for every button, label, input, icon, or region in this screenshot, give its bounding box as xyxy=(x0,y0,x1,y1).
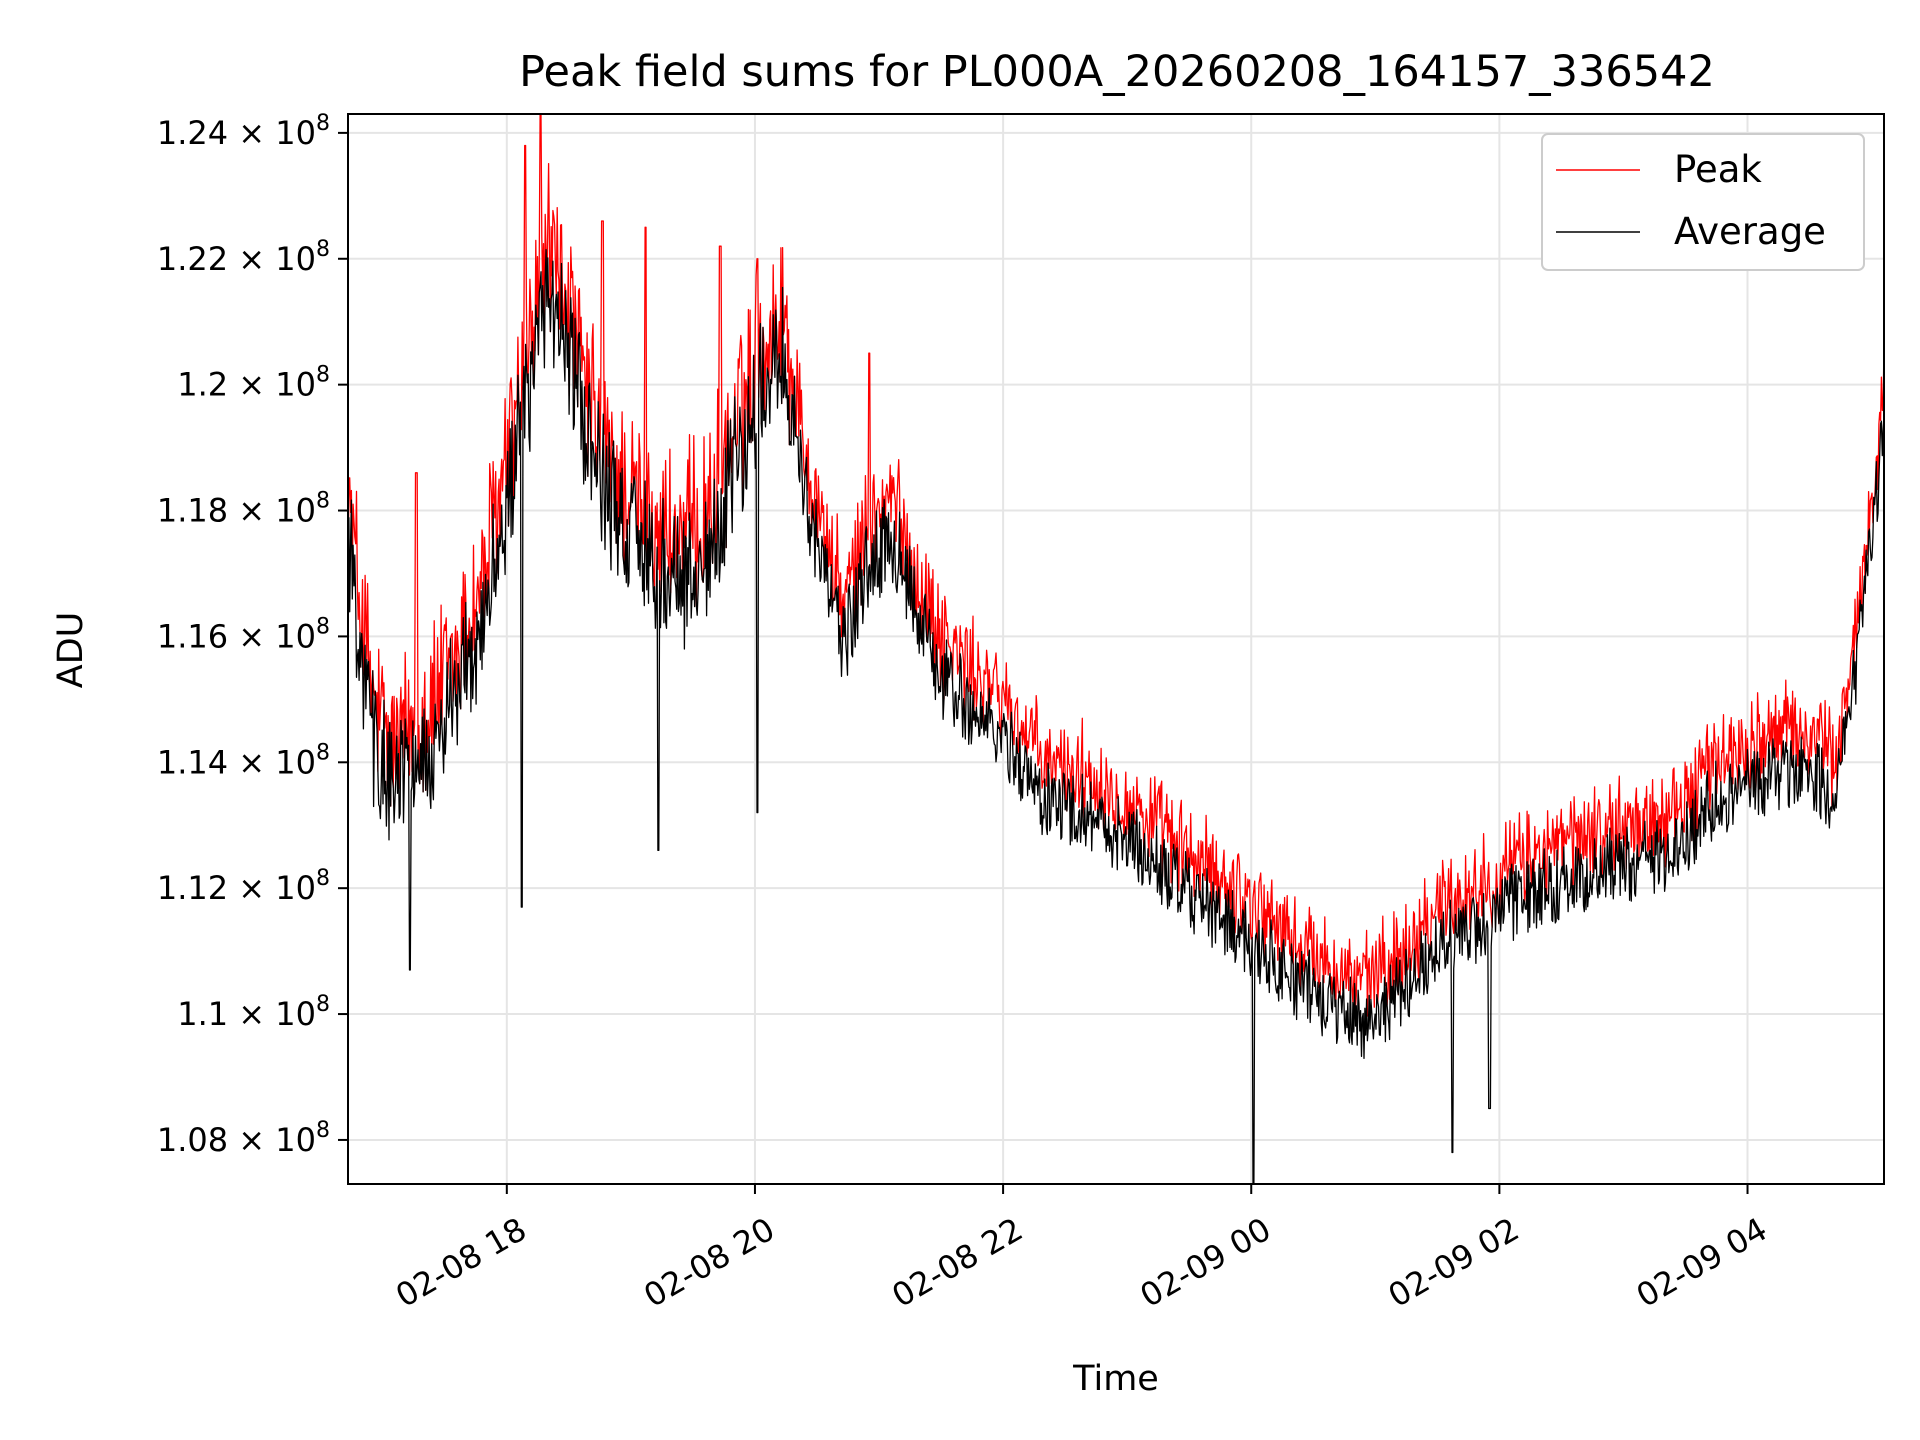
legend-average-label: Average xyxy=(1674,210,1826,253)
chart-title: Peak field sums for PL000A_20260208_1641… xyxy=(519,47,1715,97)
y-tick-label: 1.18 × 108 xyxy=(157,489,330,530)
plot-frame xyxy=(347,113,1885,1185)
plot-area xyxy=(348,114,1884,1184)
series-layer xyxy=(348,114,1884,1184)
y-tick-label: 1.24 × 108 xyxy=(157,111,330,152)
series-peak-line xyxy=(348,114,1884,1017)
y-axis: 1.08 × 108 1.1 × 108 1.12 × 108 1.14 × 108 1… xyxy=(157,111,348,1159)
x-axis-label: Time xyxy=(1072,1359,1159,1399)
series-average-line xyxy=(348,249,1884,1184)
y-tick-label: 1.2 × 108 xyxy=(177,363,330,404)
y-tick-label: 1.14 × 108 xyxy=(157,740,330,781)
legend: Peak Average xyxy=(1541,133,1865,271)
y-tick-label: 1.16 × 108 xyxy=(157,614,330,655)
y-tick-label: 1.12 × 108 xyxy=(157,866,330,907)
y-tick-label: 1.1 × 108 xyxy=(177,992,330,1033)
y-tick-label: 1.08 × 108 xyxy=(157,1118,330,1159)
y-axis-label: ADU xyxy=(51,612,91,689)
legend-box xyxy=(1541,133,1865,271)
y-tick-label: 1.22 × 108 xyxy=(157,237,330,278)
legend-peak-label: Peak xyxy=(1674,148,1762,191)
